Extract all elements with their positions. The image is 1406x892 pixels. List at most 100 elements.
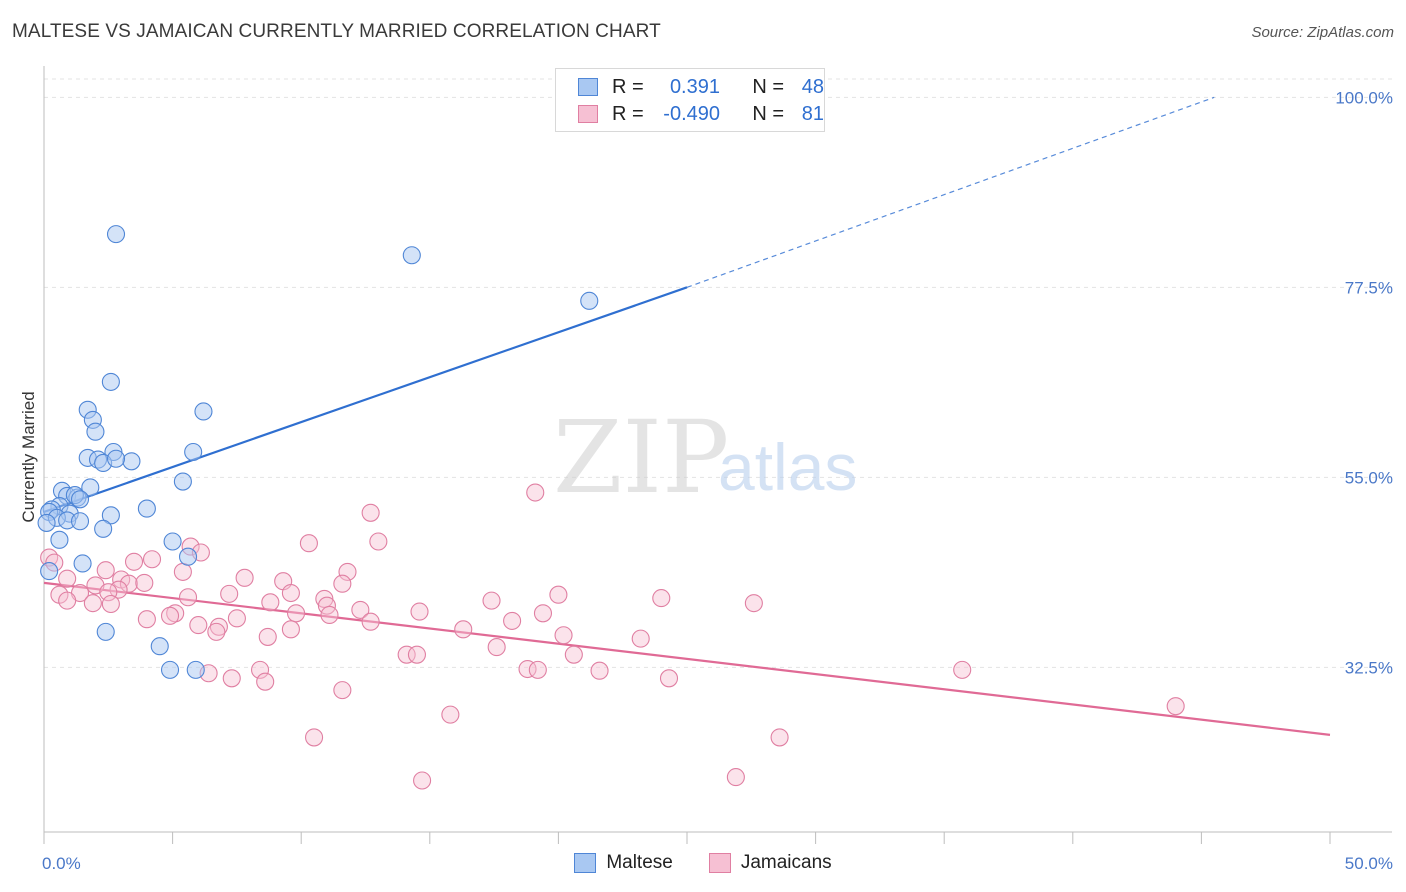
- jamaican-point: [209, 617, 228, 636]
- maltese-point: [50, 530, 69, 549]
- jamaican-point: [631, 629, 650, 648]
- legend-row-maltese: R = 0.391 N = 48: [578, 74, 824, 100]
- jamaican-point: [235, 568, 254, 587]
- watermark-zip: ZIP: [553, 399, 729, 516]
- jamaican-point: [528, 660, 547, 679]
- jamaican-point: [299, 534, 318, 553]
- n-label: N =: [752, 75, 784, 98]
- maltese-point: [37, 513, 56, 532]
- jamaican-point: [726, 768, 745, 787]
- maltese-point: [173, 472, 192, 491]
- r-label: R =: [612, 102, 644, 125]
- jamaican-point: [99, 583, 118, 602]
- maltese-swatch: [578, 78, 598, 96]
- y-axis-title: Currently Married: [19, 391, 38, 522]
- maltese-point: [101, 372, 120, 391]
- source-credit: Source: ZipAtlas.com: [1251, 24, 1394, 41]
- n-value: 81: [801, 102, 824, 125]
- legend-label-jamaicans: Jamaicans: [740, 852, 832, 873]
- maltese-point: [186, 660, 205, 679]
- jamaican-point: [281, 620, 300, 639]
- jamaican-point: [250, 660, 270, 679]
- jamaican-point: [135, 573, 154, 592]
- jamaican-point: [178, 588, 198, 607]
- maltese-point: [178, 547, 198, 566]
- jamaican-point: [58, 569, 77, 588]
- maltese-trend-extension: [686, 96, 1215, 288]
- r-value: -0.490: [663, 102, 720, 125]
- maltese-point: [137, 499, 156, 518]
- maltese-point: [122, 452, 141, 471]
- maltese-point: [402, 246, 421, 265]
- jamaican-point: [564, 645, 583, 664]
- y-tick-label: 32.5%: [1345, 658, 1393, 677]
- stats-legend: R = 0.391 N = 48 R = -0.490 N = 81: [555, 68, 825, 132]
- jamaican-point: [454, 620, 473, 639]
- jamaican-point: [361, 612, 380, 631]
- series-legend: Maltese Jamaicans: [0, 852, 1406, 874]
- maltese-point: [96, 622, 115, 641]
- jamaican-point: [361, 503, 380, 522]
- jamaican-trend-line: [43, 581, 1331, 736]
- jamaican-point: [142, 550, 162, 569]
- maltese-point: [40, 562, 59, 581]
- trend-lines: [43, 96, 1331, 736]
- jamaican-point: [256, 672, 275, 691]
- axes: [43, 66, 1392, 844]
- jamaican-point: [166, 604, 185, 623]
- jamaican-point: [953, 660, 972, 679]
- maltese-point: [73, 554, 92, 573]
- jamaican-point: [526, 483, 545, 502]
- maltese-point: [94, 519, 113, 538]
- jamaican-point: [220, 584, 239, 603]
- jamaican-point: [160, 606, 180, 625]
- maltese-point: [194, 402, 213, 421]
- maltese-point: [184, 442, 203, 462]
- jamaican-point: [83, 594, 102, 613]
- r-value: 0.391: [669, 75, 720, 98]
- jamaican-point: [397, 645, 416, 664]
- chart-title: MALTESE VS JAMAICAN CURRENTLY MARRIED CO…: [12, 21, 661, 42]
- n-value: 48: [801, 75, 824, 98]
- maltese-point: [160, 660, 180, 679]
- jamaican-point: [487, 638, 506, 657]
- jamaican-point: [189, 616, 208, 635]
- y-tick-label: 100.0%: [1335, 88, 1393, 107]
- jamaican-point: [287, 604, 306, 623]
- jamaican-point: [338, 562, 357, 581]
- jamaican-point: [58, 591, 77, 610]
- jamaican-point: [320, 605, 339, 625]
- jamaican-point: [227, 609, 246, 628]
- jamaican-point: [518, 659, 537, 679]
- jamaican-point: [173, 562, 192, 581]
- jamaican-point: [305, 728, 324, 747]
- maltese-point: [106, 449, 126, 468]
- jamaican-point: [410, 602, 429, 621]
- legend-row-jamaicans: R = -0.490 N = 81: [578, 101, 824, 127]
- jamaican-point: [770, 728, 789, 747]
- jamaican-point: [207, 622, 226, 641]
- jamaican-point: [222, 669, 241, 688]
- legend-label-maltese: Maltese: [606, 852, 673, 873]
- legend-item-jamaicans: Jamaicans: [708, 852, 832, 874]
- jamaican-point: [744, 594, 763, 613]
- jamaican-point: [369, 532, 388, 551]
- jamaican-point: [261, 593, 280, 612]
- jamaican-point: [659, 669, 679, 688]
- jamaican-point: [258, 627, 277, 646]
- jamaican-point: [652, 589, 671, 608]
- maltese-trend-line: [43, 286, 688, 513]
- jamaican-point: [281, 583, 300, 603]
- maltese-point: [106, 225, 126, 244]
- maltese-point: [580, 291, 599, 310]
- jamaican-point: [549, 585, 568, 604]
- maltese-point: [70, 512, 90, 531]
- maltese-point: [86, 422, 105, 441]
- y-tick-label: 55.0%: [1345, 468, 1393, 487]
- maltese-point: [163, 532, 182, 551]
- legend-item-maltese: Maltese: [574, 852, 673, 874]
- jamaican-point: [109, 580, 128, 599]
- maltese-point: [101, 506, 120, 525]
- x-tick-label: 0.0%: [42, 854, 81, 873]
